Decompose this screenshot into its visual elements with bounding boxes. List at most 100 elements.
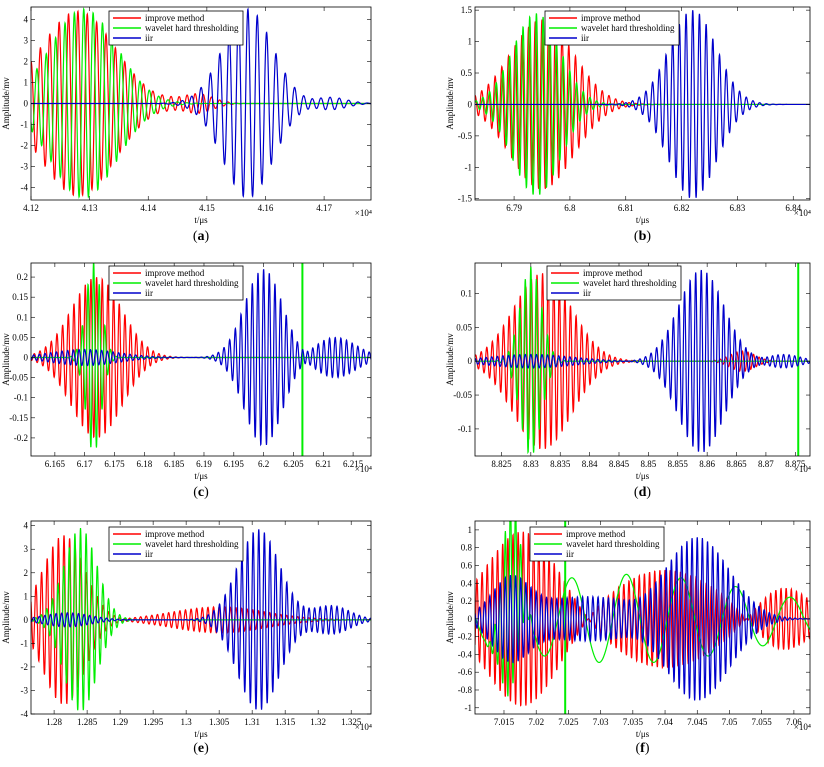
y-axis-label: Amplitude/mv [445, 591, 455, 644]
y-tick-label: -0.15 [9, 413, 28, 423]
y-tick-label: -1 [21, 119, 29, 129]
x-axis-label: t/μs [636, 471, 650, 481]
panel-label-open: ( [634, 485, 639, 500]
legend-entry: wavelet hard thresholding [581, 23, 675, 33]
y-tick-label: -0.6 [458, 667, 473, 677]
x-tick-label: 1.315 [275, 717, 296, 727]
panel-label-open: ( [634, 229, 639, 244]
legend-entry: improve method [145, 529, 205, 539]
panel-label-close: ) [645, 741, 650, 756]
x-tick-label: 4.17 [316, 203, 332, 213]
x-tick-label: 1.31 [244, 717, 260, 727]
x-axis-label: t/μs [636, 729, 650, 739]
panel-label: (f) [635, 741, 649, 756]
plot-frame [474, 6, 811, 201]
x-axis-label: t/μs [194, 729, 208, 739]
x-tick-label: 8.85 [641, 459, 657, 469]
y-tick-label: 4 [24, 15, 29, 25]
y-tick-label: 1 [468, 37, 473, 47]
x-axis-multiplier: ×10⁴ [794, 722, 811, 732]
x-tick-label: 6.185 [164, 459, 185, 469]
series-line [475, 269, 810, 452]
x-tick-label: 7.03 [593, 717, 609, 727]
legend-box [529, 526, 665, 562]
y-tick-label: -1.5 [458, 194, 473, 204]
legend-entry: wavelet hard thresholding [145, 278, 239, 288]
x-axis-label: t/μs [194, 471, 208, 481]
legend-entry: iir [583, 288, 591, 298]
y-tick-label: -4 [21, 709, 29, 719]
y-axis-label: Amplitude/mv [1, 77, 11, 130]
legend-entry: iir [566, 549, 574, 559]
panel-label-letter: b [639, 229, 647, 244]
panel-label-letter: f [640, 741, 645, 756]
y-tick-label: 3 [24, 544, 29, 554]
y-tick-label: 2 [24, 57, 29, 67]
x-tick-label: 7.015 [494, 717, 515, 727]
y-tick-label: 1.5 [461, 5, 473, 15]
chart-panel: 1.28 1.285 1.29 1.295 1.3 1.305 1.31 1.315 1.32 1… [1, 520, 372, 756]
panel-label: (d) [634, 485, 651, 500]
y-tick-label: 0.6 [461, 560, 473, 570]
x-tick-label: 6.83 [730, 203, 746, 213]
panel-label-open: ( [635, 741, 640, 756]
x-tick-label: 7.05 [722, 717, 738, 727]
x-tick-label: 6.205 [283, 459, 304, 469]
y-tick-label: 0.5 [461, 68, 473, 78]
y-tick-label: -0.2 [14, 433, 28, 443]
series-line [475, 537, 810, 701]
legend-entry: improve method [581, 13, 641, 23]
legend-entry: improve method [566, 529, 626, 539]
panel-label-letter: a [198, 229, 205, 244]
x-tick-label: 6.18 [136, 459, 152, 469]
x-tick-label: 7.04 [657, 717, 673, 727]
x-tick-label: 7.02 [528, 717, 544, 727]
x-tick-label: 8.865 [726, 459, 747, 469]
y-tick-label: -3 [21, 685, 29, 695]
panel-label-open: ( [193, 229, 198, 244]
y-tick-label: -4 [21, 182, 29, 192]
x-tick-label: 8.875 [785, 459, 806, 469]
x-axis-multiplier: ×10⁴ [794, 208, 811, 218]
y-tick-label: -1 [21, 638, 29, 648]
x-axis-multiplier: ×10⁴ [794, 464, 811, 474]
x-tick-label: 4.14 [140, 203, 156, 213]
x-tick-label: 6.2 [258, 459, 269, 469]
x-tick-label: 7.055 [752, 717, 773, 727]
legend-entry: improve method [583, 268, 643, 278]
x-tick-label: 6.8 [564, 203, 576, 213]
plot-frame [474, 262, 811, 457]
y-tick-label: 0.2 [461, 596, 472, 606]
legend-entry: iir [581, 33, 589, 43]
x-axis-multiplier: ×10⁴ [355, 722, 372, 732]
x-tick-label: 4.12 [23, 203, 39, 213]
x-tick-label: 4.16 [258, 203, 274, 213]
plot-frame [474, 520, 811, 715]
panel-label-close: ) [646, 229, 651, 244]
y-tick-label: 0 [24, 352, 29, 362]
x-tick-label: 1.295 [143, 717, 164, 727]
legend-entry: wavelet hard thresholding [145, 539, 239, 549]
panel-label-close: ) [204, 485, 209, 500]
x-tick-label: 6.215 [343, 459, 364, 469]
x-tick-label: 1.28 [46, 717, 62, 727]
legend-entry: iir [145, 288, 153, 298]
chart-panel: 7.015 7.02 7.025 7.03 7.035 7.04 7.045 7.05 7.05… [445, 520, 811, 756]
y-tick-label: -0.05 [453, 390, 472, 400]
legend-entry: improve method [145, 13, 205, 23]
y-tick-label: -1 [465, 162, 473, 172]
y-tick-label: 1 [468, 525, 473, 535]
x-tick-label: 6.17 [77, 459, 93, 469]
panel-label: (e) [193, 741, 209, 756]
panel-label-open: ( [193, 741, 198, 756]
y-tick-label: -0.05 [9, 373, 28, 383]
panel-label-letter: e [198, 741, 204, 756]
x-tick-label: 7.06 [786, 717, 802, 727]
y-tick-label: 1 [24, 591, 29, 601]
x-tick-label: 8.87 [758, 459, 774, 469]
